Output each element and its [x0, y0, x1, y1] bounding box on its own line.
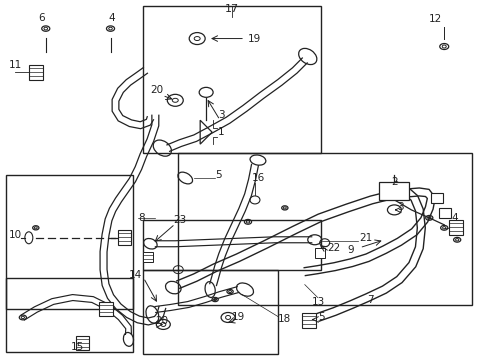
- Bar: [98, 302, 113, 316]
- Bar: [75, 336, 89, 350]
- Text: 21: 21: [360, 233, 373, 243]
- Bar: [431, 193, 443, 203]
- Text: 9: 9: [347, 245, 354, 255]
- Bar: [144, 252, 153, 262]
- Text: 1: 1: [218, 127, 225, 137]
- Text: 12: 12: [429, 14, 442, 24]
- Text: 22: 22: [328, 243, 341, 253]
- Bar: [315, 248, 325, 258]
- Bar: [29, 66, 43, 80]
- Bar: [449, 220, 463, 235]
- Bar: [144, 220, 321, 270]
- Text: 20: 20: [155, 316, 169, 327]
- Text: 19: 19: [232, 312, 245, 323]
- Text: 15: 15: [71, 342, 84, 352]
- Bar: [6, 175, 133, 310]
- Text: 11: 11: [9, 60, 22, 71]
- Text: 3: 3: [218, 110, 225, 120]
- Text: 5: 5: [215, 170, 222, 180]
- Text: 19: 19: [248, 33, 261, 44]
- Text: 10: 10: [9, 230, 22, 240]
- Text: 18: 18: [278, 314, 291, 324]
- Text: 16: 16: [252, 173, 265, 183]
- Bar: [379, 182, 409, 200]
- Text: 3: 3: [397, 202, 404, 212]
- Text: 7: 7: [368, 294, 374, 305]
- Text: 14: 14: [128, 270, 142, 280]
- Bar: [144, 270, 278, 354]
- Text: 20: 20: [150, 85, 164, 95]
- Bar: [302, 314, 316, 328]
- Bar: [439, 208, 451, 218]
- Text: 17: 17: [225, 4, 239, 14]
- Text: 23: 23: [173, 215, 187, 225]
- Text: 8: 8: [138, 213, 145, 223]
- Text: 4: 4: [108, 13, 115, 23]
- Bar: [6, 278, 133, 352]
- Text: 13: 13: [312, 297, 325, 306]
- Text: 6: 6: [38, 13, 45, 23]
- Text: 2: 2: [392, 177, 398, 187]
- Bar: [144, 6, 321, 153]
- Text: 5: 5: [318, 312, 324, 323]
- Bar: [119, 230, 131, 245]
- Bar: [178, 153, 472, 305]
- Text: 4: 4: [451, 213, 458, 223]
